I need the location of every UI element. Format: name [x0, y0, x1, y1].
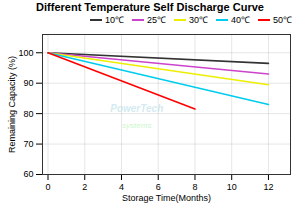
html-text:10℃: 10℃ [104, 15, 124, 25]
svg-text:PowerTech: PowerTech [110, 103, 163, 114]
svg-text:Storage Time(Months): Storage Time(Months) [122, 193, 211, 203]
html-text:50℃: 50℃ [273, 15, 292, 25]
svg-text:70: 70 [23, 139, 33, 149]
svg-text:12: 12 [263, 182, 273, 192]
svg-text:4: 4 [119, 182, 124, 192]
svg-text:100: 100 [18, 48, 33, 58]
svg-text:2: 2 [82, 182, 87, 192]
svg-text:8: 8 [192, 182, 197, 192]
html-text:30℃: 30℃ [189, 15, 208, 25]
html-text:Different Temperature Self Dis: Different Temperature Self Discharge Cur… [36, 1, 264, 13]
svg-text:10: 10 [227, 182, 237, 192]
svg-text:Remaining Capacity (%): Remaining Capacity (%) [7, 56, 17, 153]
svg-text:60: 60 [23, 169, 33, 179]
svg-text:6: 6 [156, 182, 161, 192]
svg-text:80: 80 [23, 109, 33, 119]
svg-text:systems: systems [122, 121, 151, 130]
html-text:40℃: 40℃ [231, 15, 250, 25]
svg-text:90: 90 [23, 78, 33, 88]
svg-text:0: 0 [46, 182, 51, 192]
html-text:25℃: 25℃ [146, 15, 166, 25]
